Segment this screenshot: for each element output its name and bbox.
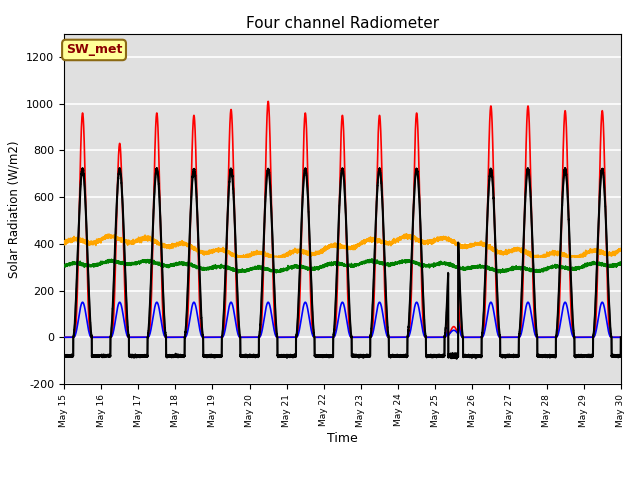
Title: Four channel Radiometer: Four channel Radiometer [246,16,439,31]
X-axis label: Time: Time [327,432,358,445]
Y-axis label: Solar Radiation (W/m2): Solar Radiation (W/m2) [8,140,20,277]
Text: SW_met: SW_met [66,44,122,57]
